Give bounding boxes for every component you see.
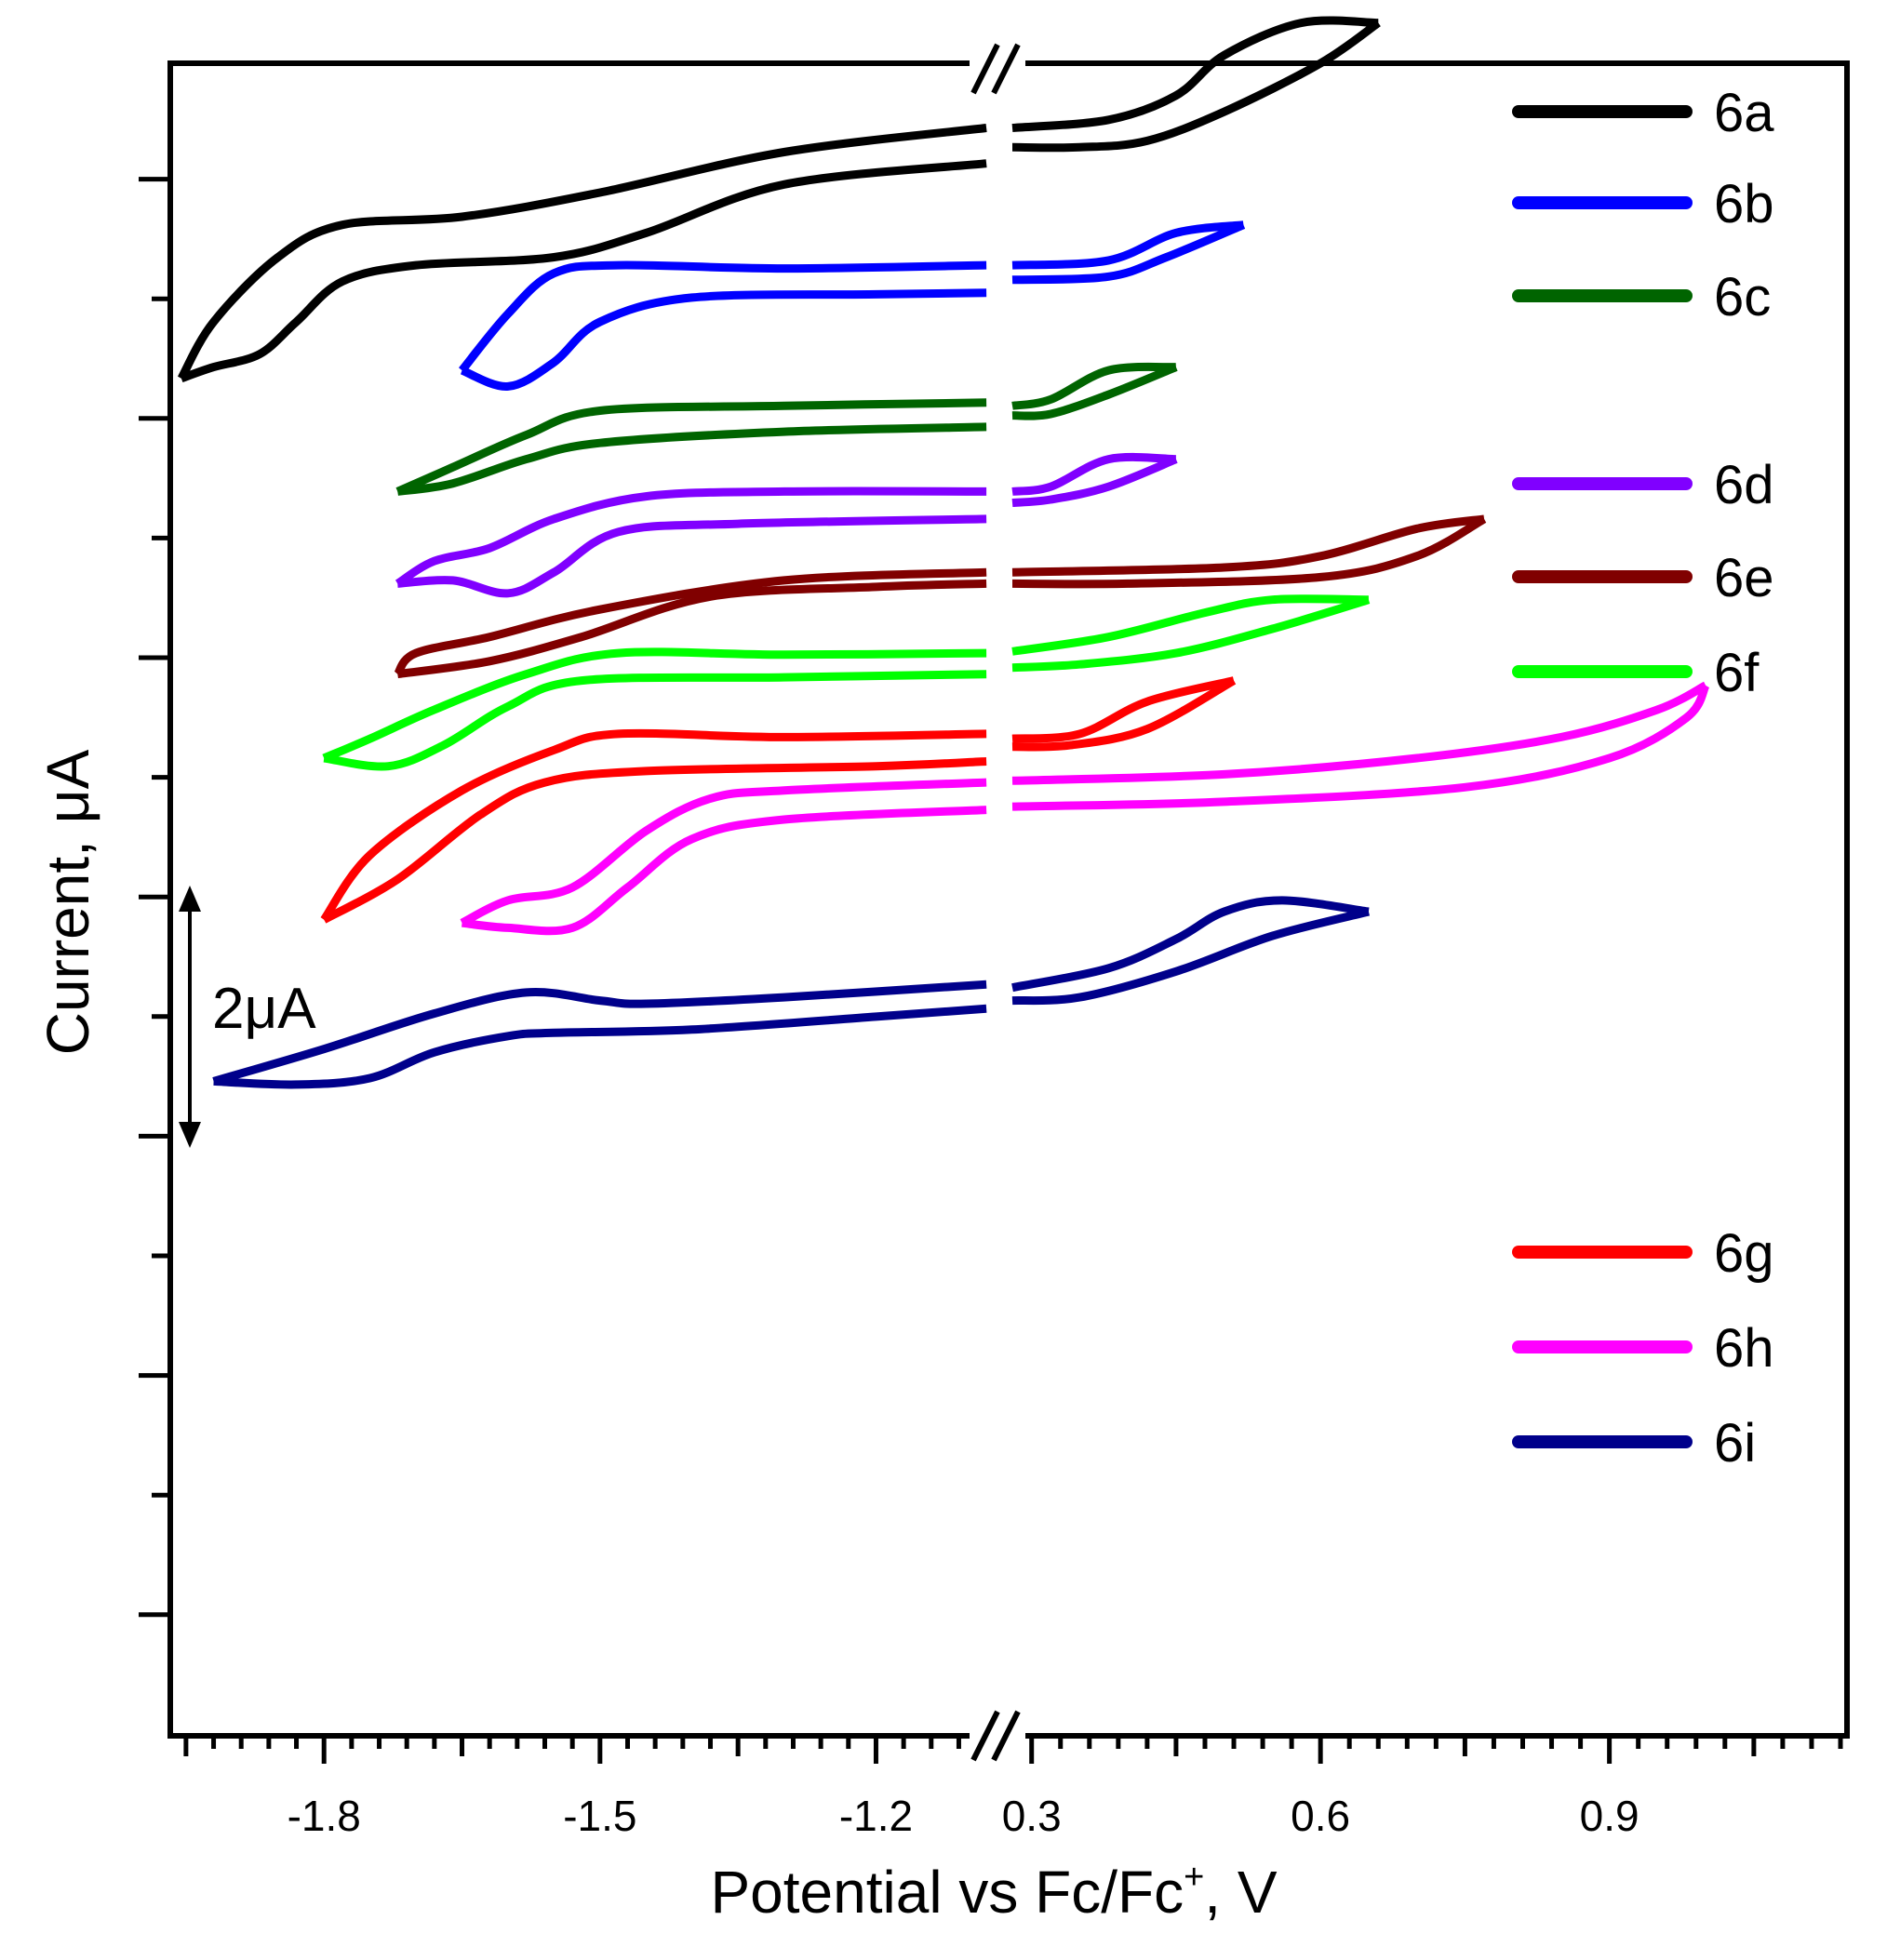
curve-6e-neg-return (396, 579, 987, 679)
series-6b (459, 220, 1246, 391)
curve-6f-neg-return (323, 670, 987, 771)
series-6a (177, 16, 1381, 383)
x-tick-label: 0.3 (1002, 1792, 1062, 1840)
x-tick-label: -1.8 (288, 1792, 361, 1840)
curve-6d-neg-return (396, 514, 987, 598)
curve-6h-pos-return (1011, 683, 1710, 811)
series-6h (460, 681, 1710, 936)
curve-6b-pos-forward (1011, 220, 1244, 270)
series-6e (394, 514, 1487, 679)
x-tick-label: -1.5 (563, 1792, 636, 1840)
curve-6d-neg-forward (395, 487, 987, 588)
curve-6h-pos-forward (1011, 681, 1708, 785)
legend-item-6b: 6b (1512, 174, 1774, 234)
legend: 6a 6b 6c 6d 6e 6f 6g 6h 6i (1512, 83, 1774, 1473)
curves-layer (177, 16, 1710, 1089)
legend-label: 6e (1714, 548, 1774, 608)
curve-6c-pos-return (1011, 363, 1178, 420)
legend-item-6g: 6g (1512, 1223, 1774, 1284)
curve-6g-neg-return (322, 757, 987, 924)
curve-6d-pos-return (1011, 455, 1178, 507)
curve-6d-pos-forward (1011, 452, 1177, 496)
axis-break-bottom (970, 1710, 1025, 1762)
curve-6e-pos-return (1011, 514, 1487, 589)
curve-6f-pos-return (1011, 595, 1371, 673)
curve-6f-neg-forward (322, 647, 987, 763)
curve-6b-neg-return (460, 288, 987, 391)
x-axis-title-superscript: + (1184, 1858, 1204, 1897)
series-6g (320, 676, 1237, 924)
y-axis-title: Current, μA (34, 749, 101, 1055)
curve-6b-pos-return (1011, 220, 1246, 285)
legend-item-6a: 6a (1512, 83, 1774, 143)
curve-6a-pos-return (1011, 19, 1381, 153)
legend-label: 6f (1714, 643, 1760, 703)
curve-6g-pos-forward (1011, 676, 1236, 743)
legend-label: 6c (1714, 267, 1771, 327)
legend-label: 6a (1714, 83, 1774, 143)
legend-label: 6g (1714, 1223, 1774, 1284)
curve-6h-neg-return (461, 806, 987, 936)
curve-6e-pos-forward (1011, 514, 1485, 577)
curve-6c-pos-forward (1011, 362, 1177, 410)
legend-item-6e: 6e (1512, 548, 1774, 608)
legend-item-6c: 6c (1512, 267, 1771, 327)
axis-break-top: // (970, 43, 1025, 95)
x-tick-label: 0.9 (1580, 1792, 1639, 1840)
curve-6a-neg-forward (177, 124, 987, 381)
curve-6h-neg-forward (460, 778, 987, 927)
legend-label: 6i (1714, 1413, 1756, 1473)
scale-bar-label: 2μA (212, 977, 316, 1041)
plot-frame (167, 60, 1850, 1739)
x-axis-title-suffix: , V (1204, 1859, 1278, 1926)
curve-6a-pos-forward (1011, 16, 1379, 132)
scale-bar: 2μA (179, 886, 316, 1148)
curve-6c-neg-return (396, 422, 987, 496)
legend-item-6d: 6d (1512, 455, 1774, 515)
x-axis-title-main: Potential vs Fc/Fc (710, 1859, 1184, 1926)
curve-6e-neg-forward (394, 567, 987, 677)
curve-6g-neg-forward (320, 728, 987, 923)
curve-6a-neg-return (180, 159, 987, 383)
x-axis-title: Potential vs Fc/Fc+, V (710, 1858, 1277, 1926)
curve-6i-neg-return (213, 1004, 987, 1089)
series-6c (395, 362, 1178, 496)
x-axis-ticks: -1.8 -1.5 -1.2 0.3 0.6 0.9 (183, 1736, 1843, 1840)
curve-6i-pos-forward (1011, 896, 1370, 993)
y-axis-ticks (139, 177, 170, 1618)
curve-6i-neg-forward (212, 980, 987, 1086)
curve-6b-neg-forward (459, 260, 987, 373)
legend-label: 6b (1714, 174, 1774, 234)
curve-6f-pos-forward (1011, 594, 1369, 656)
curve-6c-neg-forward (395, 398, 987, 496)
series-6f (322, 594, 1371, 771)
series-6i (212, 896, 1371, 1089)
legend-item-6i: 6i (1512, 1413, 1756, 1473)
legend-item-6f: 6f (1512, 643, 1760, 703)
legend-item-6h: 6h (1512, 1318, 1774, 1379)
series-6d (395, 452, 1178, 598)
curve-6i-pos-return (1011, 907, 1371, 1006)
curve-6g-pos-return (1011, 676, 1237, 752)
legend-label: 6d (1714, 455, 1774, 515)
legend-label: 6h (1714, 1318, 1774, 1379)
x-tick-label: -1.2 (839, 1792, 913, 1840)
x-tick-label: 0.6 (1291, 1792, 1350, 1840)
